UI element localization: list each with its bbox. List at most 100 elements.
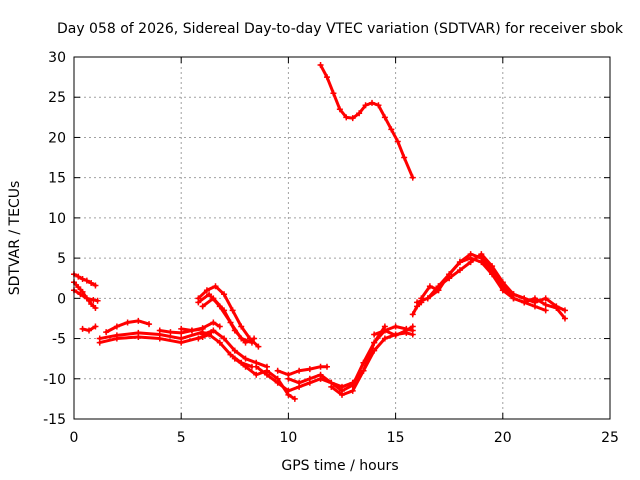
data-point (394, 138, 401, 145)
data-point (96, 335, 103, 342)
series-K (195, 283, 262, 350)
data-point (392, 323, 399, 330)
data-point (263, 371, 270, 378)
data-point (203, 287, 210, 294)
data-point (79, 325, 86, 332)
series-H (103, 317, 153, 336)
data-point (424, 295, 431, 302)
data-point (409, 174, 416, 181)
data-point (231, 347, 238, 354)
data-point (210, 295, 217, 302)
data-point (210, 319, 217, 326)
data-point (426, 283, 433, 290)
data-point (317, 363, 324, 370)
data-point (388, 126, 395, 133)
data-point (231, 327, 238, 334)
data-point (339, 391, 345, 398)
data-point (242, 339, 249, 346)
axis-ticks: 0 5 10 15 20 25 -15 -10 -5 0 5 10 15 20 25 30 (43, 50, 619, 446)
data-point (296, 367, 303, 374)
x-axis-label: GPS time / hours (281, 458, 398, 474)
data-point (199, 331, 206, 338)
series-J (178, 319, 223, 334)
data-point (253, 363, 260, 370)
x-tick-label: 25 (601, 430, 619, 446)
data-point (418, 295, 425, 302)
series-Z (435, 251, 549, 314)
data-point (199, 325, 206, 332)
data-point (83, 277, 90, 284)
data-point (221, 291, 228, 298)
y-tick-label: 5 (57, 251, 66, 267)
data-point (216, 339, 223, 346)
data-point (381, 327, 388, 334)
data-point (199, 303, 206, 310)
data-point (435, 287, 442, 294)
data-point (221, 307, 228, 314)
data-point (77, 291, 84, 298)
data-point (456, 267, 463, 274)
data-point (75, 273, 82, 280)
data-point (349, 115, 356, 122)
data-point (542, 307, 549, 314)
data-point (478, 255, 485, 262)
series-AC (521, 295, 568, 322)
data-point (371, 331, 378, 338)
data-point (323, 74, 330, 81)
data-point (401, 154, 408, 161)
data-point (242, 363, 249, 370)
data-point (542, 301, 549, 308)
data-point (178, 335, 185, 342)
data-point (253, 371, 260, 378)
plot-area (71, 62, 568, 402)
data-point (409, 311, 416, 318)
data-point (94, 297, 101, 304)
data-point (414, 299, 421, 306)
data-point (195, 299, 202, 306)
data-point (553, 304, 560, 311)
data-point (403, 327, 410, 334)
data-point (229, 307, 236, 314)
data-point (146, 321, 153, 328)
data-point (392, 332, 399, 339)
data-point (216, 323, 223, 330)
data-point (349, 387, 356, 394)
data-point (467, 259, 474, 266)
data-point (371, 339, 378, 346)
data-point (510, 291, 517, 298)
data-point (124, 319, 131, 326)
data-point (456, 259, 463, 266)
series-B (71, 271, 99, 289)
data-point (255, 343, 262, 350)
data-point (521, 299, 528, 306)
series-V (371, 323, 416, 339)
y-tick-label: 15 (48, 171, 66, 187)
data-point (489, 267, 496, 274)
data-point (499, 283, 506, 290)
data-point (92, 304, 99, 311)
series-line (436, 252, 548, 312)
data-point (330, 90, 337, 97)
data-point (336, 106, 343, 113)
data-point (231, 355, 238, 362)
data-point (317, 375, 324, 382)
data-point (83, 295, 90, 302)
y-tick-label: 30 (48, 50, 66, 66)
data-point (90, 296, 97, 303)
x-tick-label: 0 (70, 430, 79, 446)
data-point (531, 295, 538, 302)
y-tick-label: 20 (48, 130, 66, 146)
data-point (79, 276, 86, 283)
data-point (323, 363, 330, 370)
series-U (328, 323, 388, 398)
data-point (195, 335, 202, 342)
data-point (446, 271, 453, 278)
data-point (561, 307, 568, 314)
y-tick-label: 0 (57, 291, 66, 307)
x-tick-label: 20 (494, 430, 512, 446)
y-tick-label: 10 (48, 211, 66, 227)
series-R (274, 363, 330, 378)
data-point (88, 280, 95, 287)
series-O (199, 327, 270, 370)
data-point (306, 366, 313, 373)
